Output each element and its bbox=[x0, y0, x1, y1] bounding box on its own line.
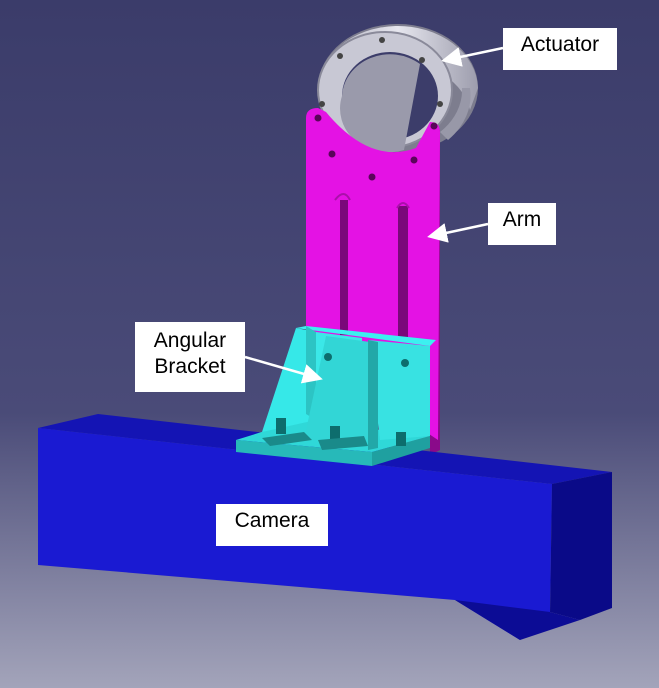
angular-bracket-label-line2: Bracket bbox=[154, 355, 226, 378]
bracket-slot bbox=[276, 418, 286, 434]
actuator-bolt-hole bbox=[337, 53, 343, 59]
actuator-bolt-hole bbox=[437, 101, 443, 107]
arm-label: Arm bbox=[488, 203, 556, 245]
arm-hole bbox=[368, 173, 376, 181]
angular-bracket-label-line1: Angular bbox=[153, 329, 227, 352]
arm-hole bbox=[430, 122, 438, 130]
actuator-label: Actuator bbox=[503, 28, 617, 70]
actuator-bolt-hole bbox=[379, 37, 385, 43]
actuator-bolt-hole bbox=[319, 101, 325, 107]
bracket-hole bbox=[324, 353, 332, 361]
bracket-leader-arrow bbox=[244, 355, 323, 384]
angular-bracket-label: Angular Bracket bbox=[135, 322, 245, 392]
arm-hole bbox=[410, 156, 418, 164]
angular-bracket-part bbox=[236, 326, 436, 466]
arm-hole bbox=[328, 150, 336, 158]
bracket-slot bbox=[396, 432, 406, 446]
arm-leader-arrow bbox=[427, 222, 489, 243]
camera-label: Camera bbox=[216, 504, 328, 546]
bracket-hole bbox=[401, 359, 409, 367]
bracket-slot bbox=[330, 426, 340, 442]
actuator-bolt-hole bbox=[419, 57, 425, 63]
actuator-leader-arrow bbox=[441, 46, 504, 67]
arm-hole bbox=[314, 114, 322, 122]
actuator-part bbox=[317, 24, 478, 153]
